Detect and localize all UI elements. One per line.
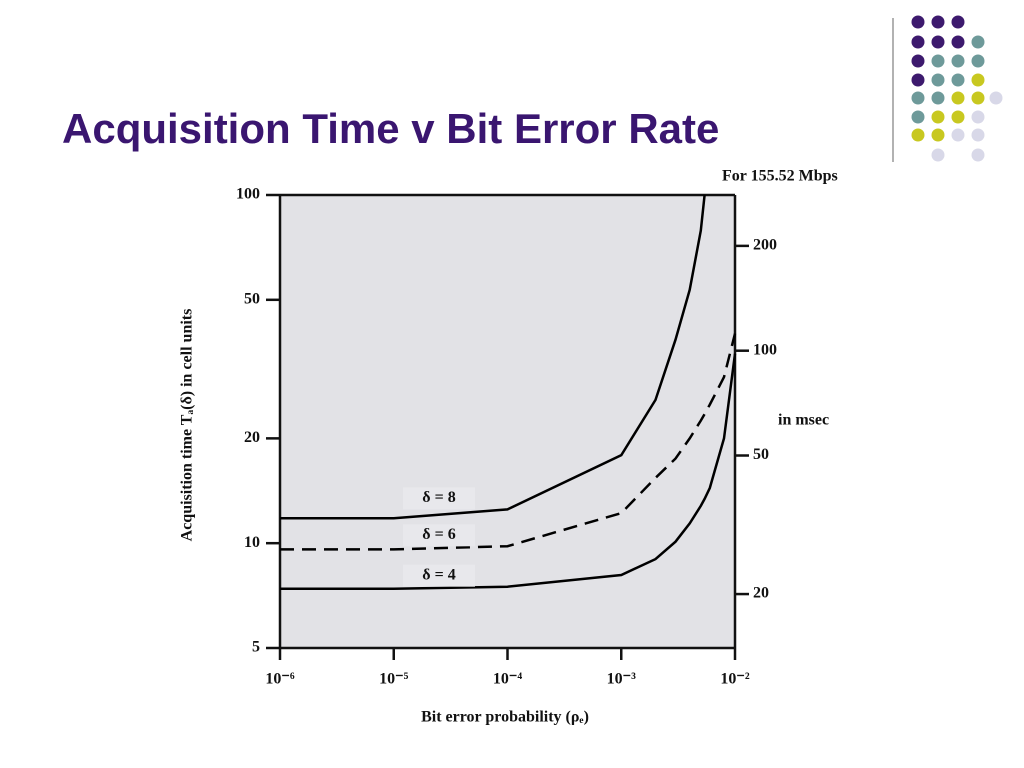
y2-tick-label: 20 (753, 585, 769, 602)
x-tick-label: 10⁻⁴ (493, 671, 522, 688)
y-tick-label: 100 (236, 186, 260, 203)
y2-tick-label: 200 (753, 237, 777, 254)
x-tick-label: 10⁻⁶ (265, 671, 294, 688)
decoration-dots (911, 15, 1003, 162)
slide-title: Acquisition Time v Bit Error Rate (62, 105, 719, 152)
series-label: δ = 6 (422, 526, 455, 543)
x-label: Bit error probability (ρₑ) (421, 709, 589, 726)
series-label-bg (403, 564, 475, 587)
y2-label: in msec (778, 412, 829, 429)
series-label: δ = 4 (422, 566, 455, 583)
y2-title: For 155.52 Mbps (722, 168, 838, 185)
x-tick-label: 10⁻² (720, 671, 749, 688)
y2-tick-label: 50 (753, 446, 769, 463)
y-tick-label: 5 (252, 639, 260, 656)
y-tick-label: 10 (244, 534, 260, 551)
y-tick-label: 50 (244, 290, 260, 307)
plot-area (280, 195, 735, 648)
y2-tick-label: 100 (753, 341, 777, 358)
series-label: δ = 8 (422, 489, 455, 506)
series-line (280, 194, 706, 520)
x-tick-label: 10⁻⁵ (379, 671, 408, 688)
series-label-bg (403, 487, 475, 510)
y-tick-label: 20 (244, 429, 260, 446)
series-label-bg (403, 524, 475, 547)
series-line (280, 353, 737, 590)
x-tick-label: 10⁻³ (607, 671, 636, 688)
series-line (280, 333, 737, 551)
y-label: Acquisition time Tₐ(δ) in cell units (179, 309, 196, 542)
